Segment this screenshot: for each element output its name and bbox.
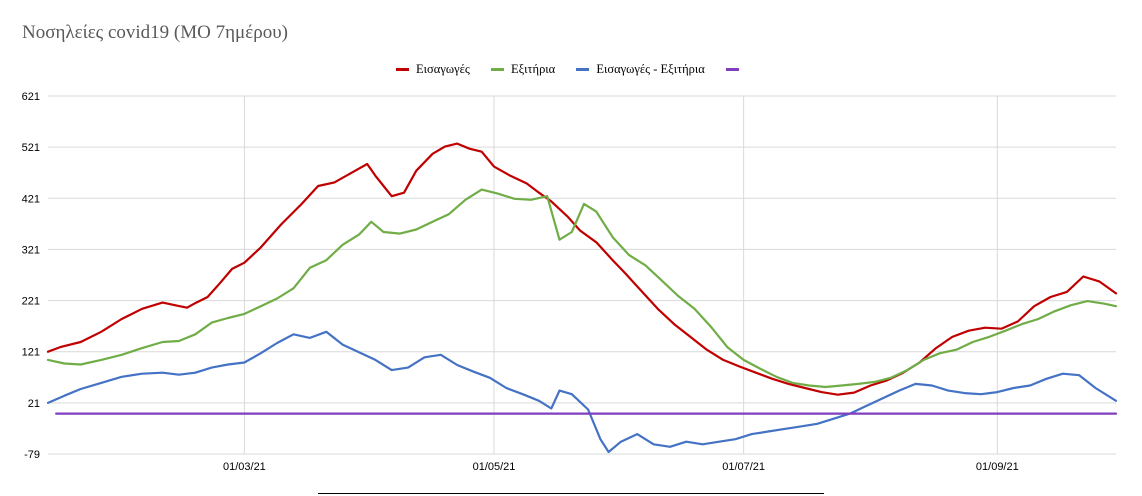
legend-label-admissions: Εισαγωγές xyxy=(416,62,470,76)
horizontal-gridlines xyxy=(48,95,1116,455)
vertical-gridlines xyxy=(243,96,998,454)
legend-item-difference[interactable]: Εισαγωγές - Εξιτήρια xyxy=(576,62,705,77)
y-tick-label: -79 xyxy=(24,449,40,461)
y-tick-label: 421 xyxy=(22,193,40,205)
legend-item-admissions[interactable]: Εισαγωγές xyxy=(396,62,470,77)
series-line-discharges xyxy=(46,188,1118,389)
legend-item-discharges[interactable]: Εξιτήρια xyxy=(490,62,556,77)
x-tick-label: 01/03/21 xyxy=(223,461,266,473)
series-lines xyxy=(46,142,1118,454)
x-tick-label: 01/09/21 xyxy=(976,461,1019,473)
y-axis-tick-labels: 621 521 421 321 221 121 21 -79 xyxy=(22,91,40,461)
legend-swatch-discharges xyxy=(490,68,504,71)
x-tick-label: 01/05/21 xyxy=(473,461,516,473)
y-tick-label: 521 xyxy=(22,142,40,154)
y-tick-label: 321 xyxy=(22,244,40,256)
series-line-admissions xyxy=(46,142,1118,396)
legend-label-discharges: Εξιτήρια xyxy=(510,62,556,76)
y-tick-label: 621 xyxy=(22,91,40,103)
y-tick-label: 121 xyxy=(22,347,40,359)
y-tick-label: 221 xyxy=(22,296,40,308)
bottom-rule xyxy=(318,493,824,494)
y-tick-label: 21 xyxy=(28,398,40,410)
x-tick-label: 01/07/21 xyxy=(722,461,765,473)
legend-swatch-zero-line xyxy=(725,68,739,71)
series-line-difference xyxy=(46,330,1118,454)
legend-swatch-difference xyxy=(576,68,590,71)
legend-swatch-admissions xyxy=(396,68,410,71)
x-axis-tick-labels: 01/03/21 01/05/21 01/07/21 01/09/21 xyxy=(223,461,1019,473)
legend: Εισαγωγές Εξιτήρια Εισαγωγές - Εξιτήρια xyxy=(0,60,1142,77)
legend-label-difference: Εισαγωγές - Εξιτήρια xyxy=(596,62,705,76)
legend-item-zero-line[interactable] xyxy=(725,68,746,71)
chart-title: Νοσηλείες covid19 (ΜΟ 7ημέρου) xyxy=(22,22,288,43)
